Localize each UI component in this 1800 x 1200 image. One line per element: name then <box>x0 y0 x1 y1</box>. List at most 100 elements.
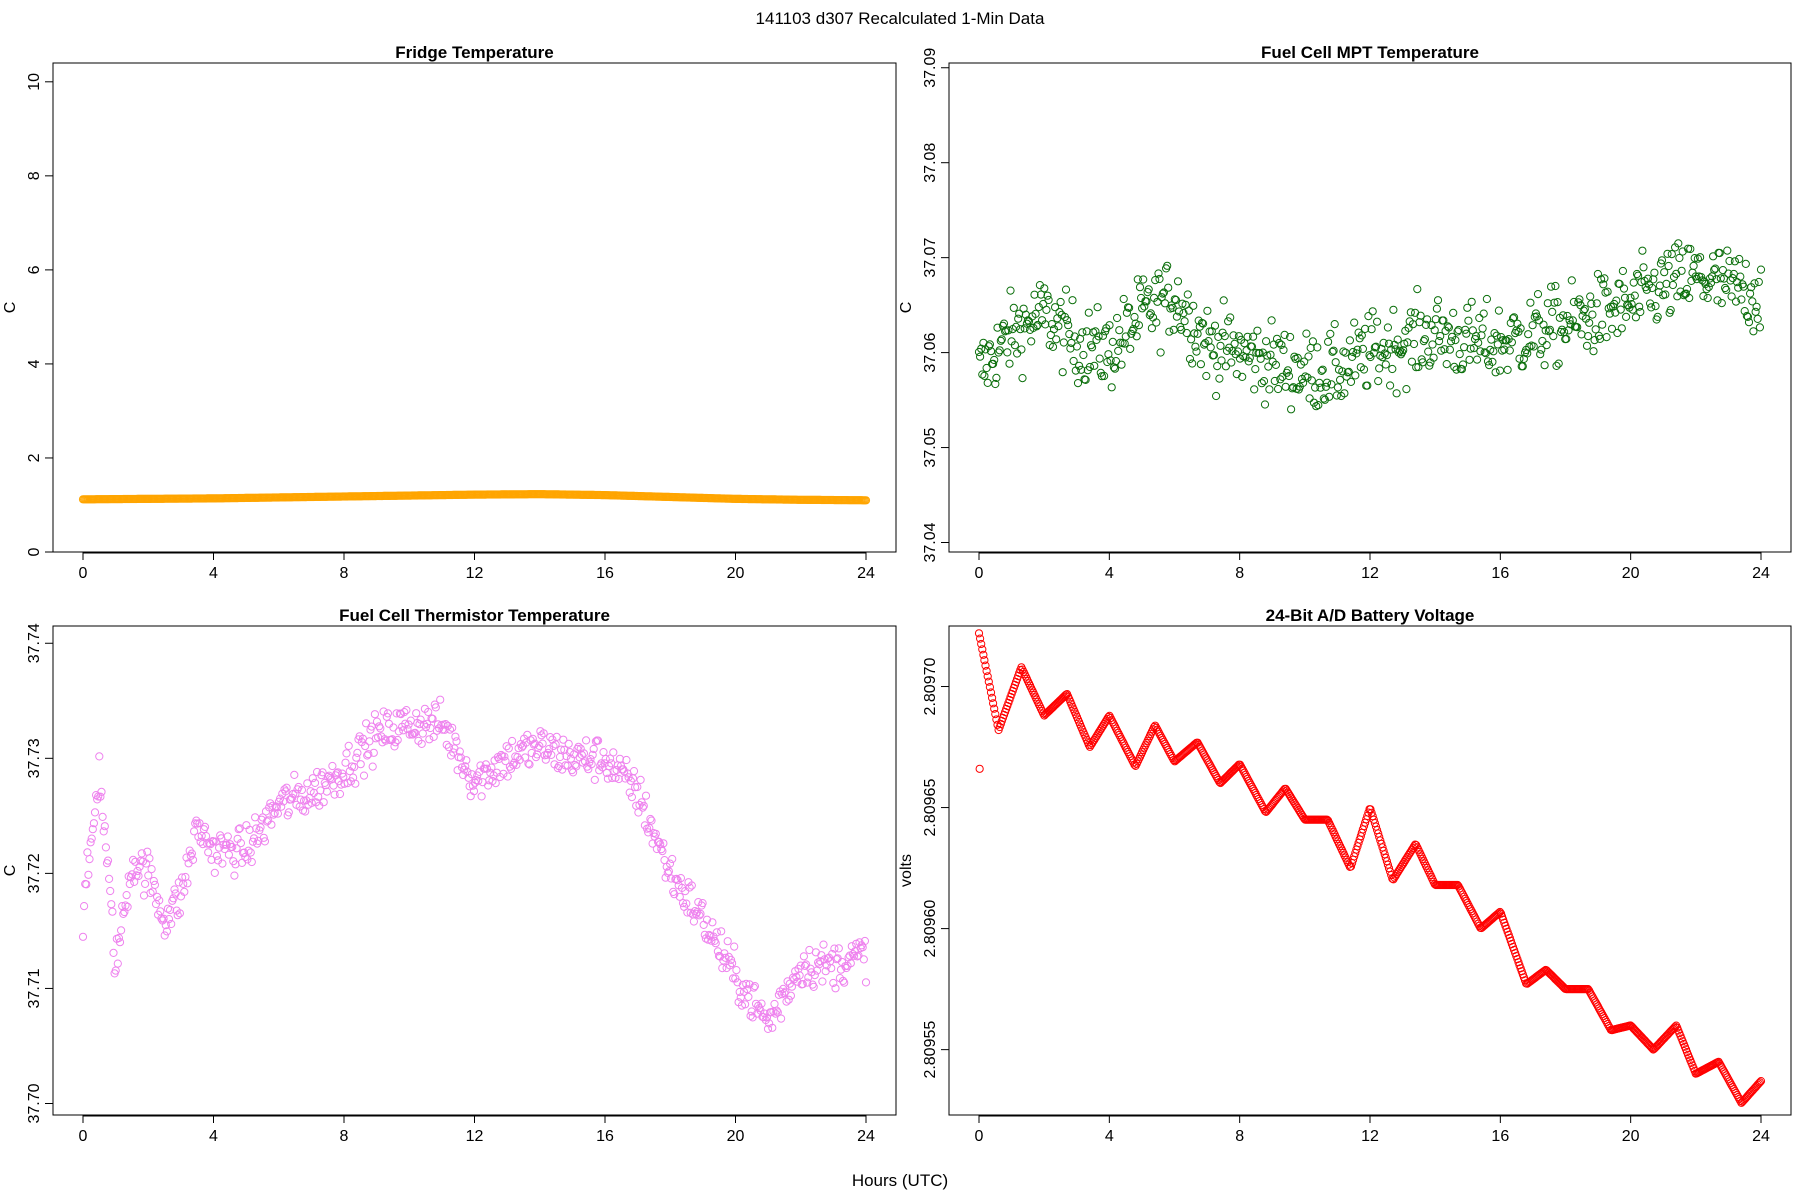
data-point <box>1325 392 1334 401</box>
data-point <box>1190 329 1199 338</box>
data-point <box>579 749 589 758</box>
data-point <box>1628 305 1637 314</box>
data-point <box>1171 295 1181 305</box>
data-point <box>1018 374 1027 383</box>
data-point <box>163 904 172 913</box>
data-point <box>1711 264 1720 273</box>
data-point <box>1488 357 1497 366</box>
data-point <box>411 728 420 738</box>
data-point <box>1582 341 1592 350</box>
data-points <box>974 239 1766 414</box>
data-point <box>1113 726 1122 735</box>
data-point <box>356 760 365 769</box>
data-point <box>84 870 93 879</box>
data-point <box>1462 329 1471 338</box>
data-point <box>137 849 146 858</box>
data-point <box>1276 375 1285 384</box>
data-point <box>980 656 989 665</box>
data-point <box>1118 737 1127 746</box>
x-tick-label: 4 <box>209 1128 218 1145</box>
data-point <box>1064 321 1073 330</box>
data-point <box>1151 276 1160 285</box>
data-point <box>375 722 384 731</box>
data-point <box>819 940 828 949</box>
data-point <box>449 748 458 757</box>
data-point <box>162 927 171 936</box>
data-point <box>578 758 588 767</box>
data-point <box>106 886 115 896</box>
data-point <box>1015 309 1024 318</box>
data-point <box>1599 280 1608 289</box>
x-axis: 0 4 8 12 16 20 24 <box>79 1115 875 1145</box>
data-point <box>457 763 467 772</box>
x-tick-label: 0 <box>79 1128 88 1145</box>
data-point <box>1421 320 1431 329</box>
data-point <box>1260 400 1270 409</box>
data-point <box>641 791 651 800</box>
data-point <box>1744 318 1754 327</box>
data-point <box>1616 305 1625 314</box>
data-point <box>175 909 184 918</box>
data-point <box>259 833 268 842</box>
data-point <box>1731 297 1741 306</box>
data-point <box>600 759 609 768</box>
data-point <box>547 750 556 760</box>
data-point <box>85 855 94 864</box>
data-point <box>763 1024 773 1034</box>
data-point <box>552 732 561 742</box>
data-point <box>1648 283 1657 293</box>
data-point <box>432 726 441 735</box>
data-point <box>144 871 153 880</box>
data-point <box>686 908 695 917</box>
data-point <box>989 699 998 708</box>
x-tick-label: 0 <box>975 1128 984 1145</box>
data-point <box>590 775 599 785</box>
data-point <box>747 1007 756 1016</box>
data-point <box>831 984 840 993</box>
data-point <box>230 871 239 880</box>
data-point <box>657 845 666 854</box>
data-point <box>1567 276 1576 285</box>
data-point <box>244 846 253 855</box>
data-point <box>368 762 377 771</box>
data-point <box>319 798 328 807</box>
data-point <box>462 756 471 765</box>
data-point <box>615 754 625 763</box>
data-point <box>1458 360 1468 369</box>
data-point <box>1253 326 1262 335</box>
data-point <box>499 769 508 778</box>
data-point <box>1328 347 1337 356</box>
x-tick-label: 24 <box>1752 565 1770 582</box>
data-point <box>133 866 142 876</box>
data-point <box>173 911 182 920</box>
data-point <box>774 990 784 1000</box>
data-point <box>1125 750 1134 759</box>
data-point <box>408 730 418 739</box>
data-point <box>1542 341 1551 350</box>
data-point <box>1381 360 1390 369</box>
data-point <box>1250 385 1259 394</box>
data-point <box>330 790 339 799</box>
data-point <box>1453 327 1462 336</box>
data-point <box>234 825 243 834</box>
chart-title: 24-Bit A/D Battery Voltage <box>1266 606 1475 625</box>
data-point <box>706 932 715 941</box>
data-point <box>977 639 986 649</box>
data-point <box>1487 335 1496 344</box>
data-point <box>1251 365 1260 374</box>
data-point <box>1249 332 1258 341</box>
data-point <box>383 709 392 718</box>
data-point <box>1457 888 1467 897</box>
data-point <box>802 960 811 969</box>
x-tick-label: 8 <box>1235 565 1244 582</box>
data-point <box>301 807 310 816</box>
data-point <box>1333 383 1343 392</box>
data-point <box>1146 309 1155 318</box>
chart-title: Fridge Temperature <box>395 43 553 62</box>
data-point <box>1379 338 1388 347</box>
data-point <box>1358 344 1368 353</box>
data-point <box>1494 306 1504 315</box>
data-point <box>359 771 369 780</box>
data-point <box>129 855 138 865</box>
